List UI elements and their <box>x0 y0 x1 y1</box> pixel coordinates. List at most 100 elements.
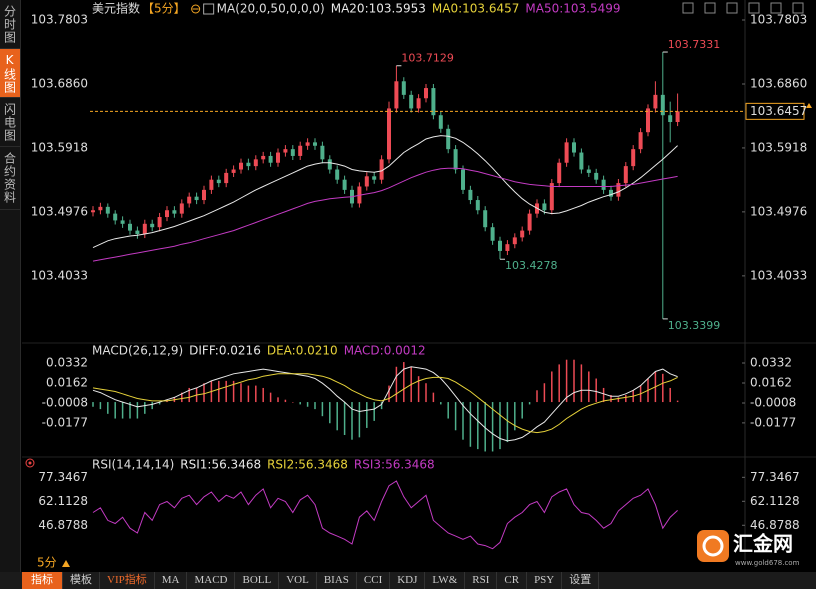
macd-bar <box>144 402 146 414</box>
toolbar-item[interactable]: CCI <box>357 572 391 589</box>
candle-body <box>542 203 547 211</box>
y-tick-label: 103.5918 <box>31 140 88 154</box>
macd-bar <box>469 402 472 447</box>
y-tick-label: -0.0008 <box>750 396 796 410</box>
candle-body <box>320 145 325 160</box>
candle-body <box>549 183 554 211</box>
candle-body <box>379 159 384 180</box>
candle-body <box>298 145 303 156</box>
macd-bar <box>588 371 590 403</box>
period-label: 【5分】 <box>142 2 186 16</box>
candle-body <box>224 172 229 184</box>
toolbar-item[interactable]: 指标 <box>22 572 63 589</box>
candle-body <box>401 81 406 95</box>
y-tick-label: -0.0177 <box>42 415 88 429</box>
macd-bar <box>477 402 479 450</box>
toolbar-item[interactable]: BOLL <box>235 572 280 589</box>
candle-body <box>572 142 576 153</box>
candle-body <box>594 172 599 180</box>
y-tick-label: 103.4976 <box>31 204 88 218</box>
y-tick-label: 0.0332 <box>750 356 792 370</box>
macd-bar <box>99 402 102 410</box>
toolbar-item[interactable]: VIP指标 <box>100 572 155 589</box>
macd-bar <box>218 380 220 403</box>
toolbar-item[interactable]: BIAS <box>317 572 357 589</box>
period-selector[interactable]: 5分 <box>37 556 57 570</box>
candle-body <box>483 210 488 228</box>
macd-bar <box>543 383 546 403</box>
y-tick-label: 46.8788 <box>750 518 800 532</box>
macd-bar <box>151 402 153 410</box>
legend-entry: MA50:103.5499 <box>525 2 620 16</box>
candle-body <box>239 162 243 170</box>
toolbar-item[interactable]: CR <box>497 572 528 589</box>
logo-name: 汇金网 <box>733 532 793 556</box>
macd-bar <box>277 397 279 403</box>
macd-bar <box>447 402 449 419</box>
macd-bar <box>440 402 442 405</box>
candle-body <box>305 142 310 146</box>
y-tick-label: 103.6860 <box>31 77 88 91</box>
extreme-label: 103.7331 <box>668 38 721 51</box>
candle-body <box>616 183 621 197</box>
y-tick-label: 0.0162 <box>46 376 88 390</box>
toolbar-item[interactable]: KDJ <box>390 572 426 589</box>
candle-body <box>660 94 665 116</box>
toolbar-item[interactable]: LW& <box>425 572 466 589</box>
candle-body <box>91 210 95 213</box>
candle-body <box>461 169 465 190</box>
period-arrow[interactable] <box>62 560 70 567</box>
extreme-label: 103.3399 <box>668 319 721 332</box>
macd-bar <box>188 387 190 403</box>
indicator-line <box>92 480 678 550</box>
extreme-label: 103.4278 <box>505 259 558 272</box>
macd-bar <box>432 392 435 403</box>
macd-bar <box>366 402 368 428</box>
macd-bar <box>351 402 353 440</box>
rsi-icon <box>28 461 32 465</box>
candle-body <box>179 203 184 214</box>
candle-body <box>313 142 317 146</box>
side-tab[interactable]: 合约资料 <box>0 147 20 210</box>
macd-bar <box>240 383 242 403</box>
toolbar-item[interactable]: 模板 <box>63 572 100 589</box>
side-tab[interactable]: 分时图 <box>0 0 20 49</box>
candle-body <box>424 88 428 99</box>
candle-body <box>631 149 636 167</box>
zoom-icon <box>191 4 201 14</box>
macd-bar <box>462 402 464 440</box>
macd-bar <box>247 385 250 403</box>
macd-bar <box>299 402 301 405</box>
macd-bar <box>329 402 331 424</box>
macd-bar <box>536 390 538 403</box>
candle-body <box>409 94 414 109</box>
macd-bar <box>358 402 361 438</box>
candle-body <box>387 108 391 160</box>
side-tab[interactable]: K线图 <box>0 49 20 98</box>
candle-body <box>527 213 532 231</box>
toolbar-item[interactable]: RSI <box>465 572 498 589</box>
legend-entry: RSI3:56.3468 <box>354 458 435 472</box>
chart-title: MACD(26,12,9) <box>92 344 183 358</box>
y-tick-label: 62.1128 <box>750 494 800 508</box>
candle-body <box>564 142 569 163</box>
macd-bar <box>484 402 486 452</box>
candle-body <box>209 179 214 190</box>
chart-title: 美元指数 <box>92 1 140 16</box>
candle-body <box>601 179 606 190</box>
candle-body <box>490 227 495 241</box>
toolbar-item[interactable]: MACD <box>187 572 236 589</box>
candle-body <box>475 200 480 211</box>
toolbar-item[interactable]: 设置 <box>562 572 600 589</box>
toolbar-item[interactable]: VOL <box>279 572 317 589</box>
macd-bar <box>225 380 227 403</box>
toolbar-item[interactable]: MA <box>155 572 188 589</box>
toolbar-item[interactable]: PSY <box>527 572 563 589</box>
candle-body <box>202 189 206 201</box>
macd-bar <box>625 395 627 403</box>
side-tab[interactable]: 闪电图 <box>0 98 20 147</box>
candle-body <box>142 223 147 234</box>
candle-body <box>668 115 673 123</box>
y-tick-label: 77.3467 <box>38 470 88 484</box>
macd-bar <box>373 402 375 421</box>
